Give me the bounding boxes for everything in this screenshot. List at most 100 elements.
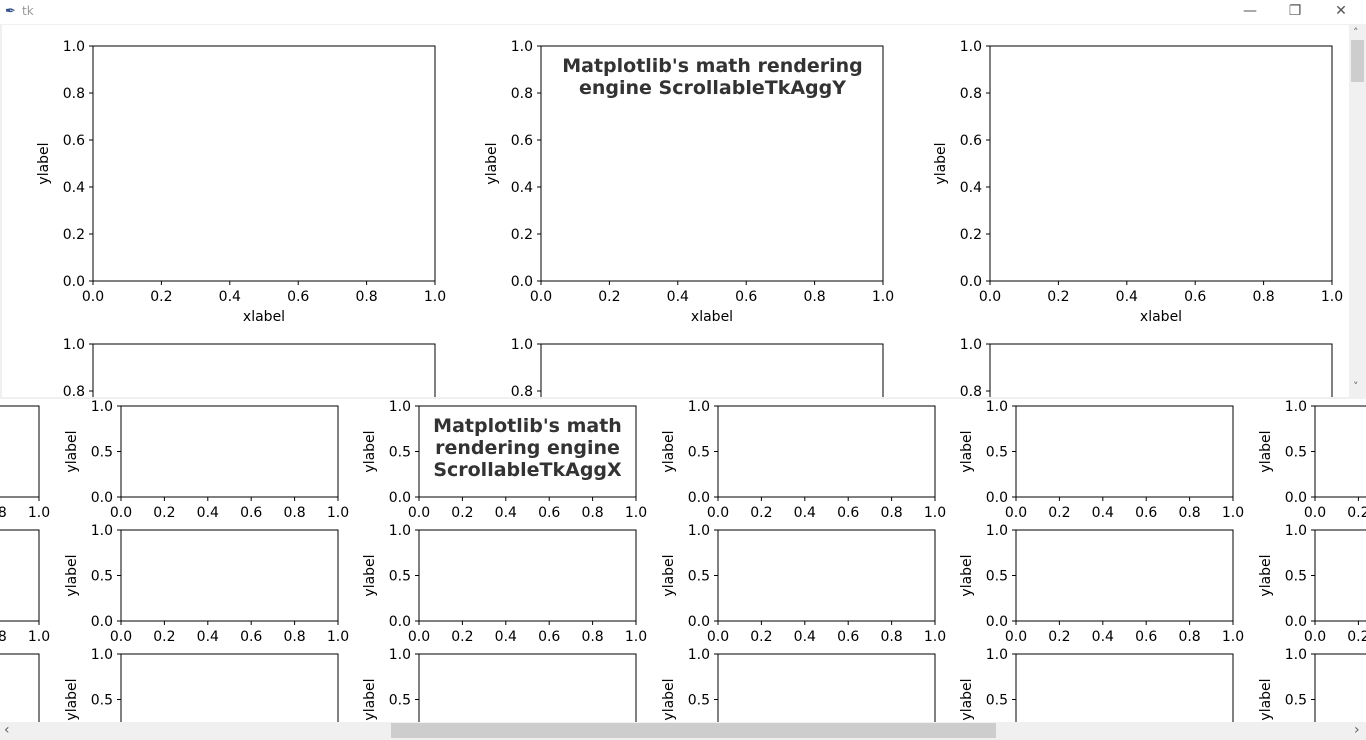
axes-frame [418,529,637,622]
x-tick-label: 0.8 [880,505,902,521]
x-tick-label: 1.0 [28,505,50,521]
y-tick-label: 0.0 [389,614,411,630]
y-tick-label: 0.0 [91,614,113,630]
x-tick-label: 0.6 [538,505,560,521]
y-tick-label: 0.5 [688,569,710,585]
x-tick-label: 0.6 [1184,289,1206,305]
scroll-left-arrow[interactable]: ‹ [4,722,10,738]
y-tick-label: 0.5 [389,693,411,709]
x-tick-label: 0.4 [1092,505,1114,521]
x-tick-label: 0.0 [1304,629,1326,645]
minimize-button[interactable]: — [1243,3,1257,19]
x-tick-label: 0.4 [1116,289,1138,305]
top-figure: 0.0 0.2 0.4 0.6 0.8 1.0 ylabel 0.0 0.2 0.4 0.6 0.8 1… [36,39,1343,397]
axes-frame [1015,405,1234,498]
y-tick-label: 1.0 [91,523,113,539]
close-button[interactable]: ✕ [1335,3,1347,19]
y-tick-label: 1.0 [1285,523,1307,539]
axes-frame [717,405,936,498]
y-tick-label: 1.0 [688,647,710,663]
axes-frame [418,405,637,498]
scroll-down-arrow[interactable]: ˅ [1353,380,1359,393]
x-axis-label: xlabel [691,309,733,325]
y-tick-label: 0.5 [688,445,710,461]
restore-button[interactable]: ❐ [1288,3,1302,19]
vertical-scrollbar[interactable] [1349,25,1366,397]
x-tick-label: 0.0 [979,289,1001,305]
y-tick-label: 0.8 [511,86,533,102]
x-tick-label: 0.2 [750,629,772,645]
x-tick-label: 1.0 [327,629,349,645]
x-tick-label: 0.8 [1252,289,1274,305]
x-tick-label: 0.6 [735,289,757,305]
x-tick-label: 0.8 [880,629,902,645]
y-tick-label: 0.5 [91,569,113,585]
axes-frame [540,45,884,282]
x-tick-label: 0.0 [408,629,430,645]
y-tick-label: 1.0 [389,647,411,663]
x-tick-label: 0.0 [530,289,552,305]
x-tick-label: 0.0 [1304,505,1326,521]
x-tick-label: 0.8 [581,505,603,521]
y-tick-label: 0.0 [688,614,710,630]
x-tick-label: 0.8 [0,629,7,645]
x-tick-label: 0.6 [538,629,560,645]
y-tick-label: 1.0 [63,337,85,353]
bottom-suptitle: Matplotlib's math rendering engine Scrol… [433,415,622,481]
x-tick-label: 0.4 [667,289,689,305]
y-tick-label: 0.5 [91,445,113,461]
y-axis-label: ylabel [1258,678,1274,720]
y-axis-label: ylabel [362,554,378,596]
y-tick-label: 0.2 [511,227,533,243]
y-tick-label: 0.0 [511,274,533,290]
x-tick-label: 0.4 [219,289,241,305]
y-tick-label: 1.0 [986,647,1008,663]
x-tick-label: 1.0 [924,505,946,521]
axes-frame [0,653,40,722]
x-tick-label: 0.2 [750,505,772,521]
x-tick-label: 0.6 [240,505,262,521]
x-tick-label: 0.0 [707,629,729,645]
x-axis-label: xlabel [243,309,285,325]
scroll-right-arrow[interactable]: › [1354,722,1360,738]
x-tick-label: 1.0 [1222,629,1244,645]
y-tick-label: 1.0 [986,399,1008,415]
y-tick-label: 0.5 [986,569,1008,585]
y-axis-label: ylabel [933,142,949,184]
y-tick-label: 1.0 [1285,399,1307,415]
y-tick-label: 0.8 [511,384,533,397]
x-tick-label: 0.6 [837,505,859,521]
y-axis-label: ylabel [362,678,378,720]
x-tick-label: 0.2 [1047,289,1069,305]
x-tick-label: 0.4 [495,629,517,645]
y-axis-label: ylabel [959,430,975,472]
y-tick-label: 0.5 [1285,569,1307,585]
scroll-up-arrow[interactable]: ˄ [1353,26,1359,39]
x-tick-label: 0.0 [408,505,430,521]
x-tick-label: 1.0 [327,505,349,521]
x-tick-label: 0.4 [794,629,816,645]
y-tick-label: 0.5 [1285,445,1307,461]
horizontal-scrollbar-thumb[interactable] [391,723,996,738]
axes-frame [0,529,40,622]
x-tick-label: 0.0 [1005,629,1027,645]
vertical-scrollbar-thumb[interactable] [1351,40,1364,82]
axes-frame [1314,529,1366,622]
y-tick-label: 1.0 [389,523,411,539]
y-axis-label: ylabel [661,678,677,720]
axes-frame [989,343,1333,397]
y-tick-label: 0.0 [688,490,710,506]
y-tick-label: 0.0 [960,274,982,290]
y-tick-label: 0.0 [986,614,1008,630]
top-figure-canvas: 0.0 0.2 0.4 0.6 0.8 1.0 ylabel 0.0 0.2 0.4 0.6 0.8 1… [2,25,1349,397]
y-tick-label: 1.0 [511,337,533,353]
y-axis-label: ylabel [484,142,500,184]
y-axis-label: ylabel [362,430,378,472]
y-axis-label: ylabel [959,554,975,596]
y-tick-label: 0.5 [986,693,1008,709]
y-tick-label: 0.2 [960,227,982,243]
x-tick-label: 0.8 [355,289,377,305]
y-axis-label: ylabel [64,554,80,596]
x-tick-label: 0.2 [150,289,172,305]
y-axis-label: ylabel [1258,430,1274,472]
